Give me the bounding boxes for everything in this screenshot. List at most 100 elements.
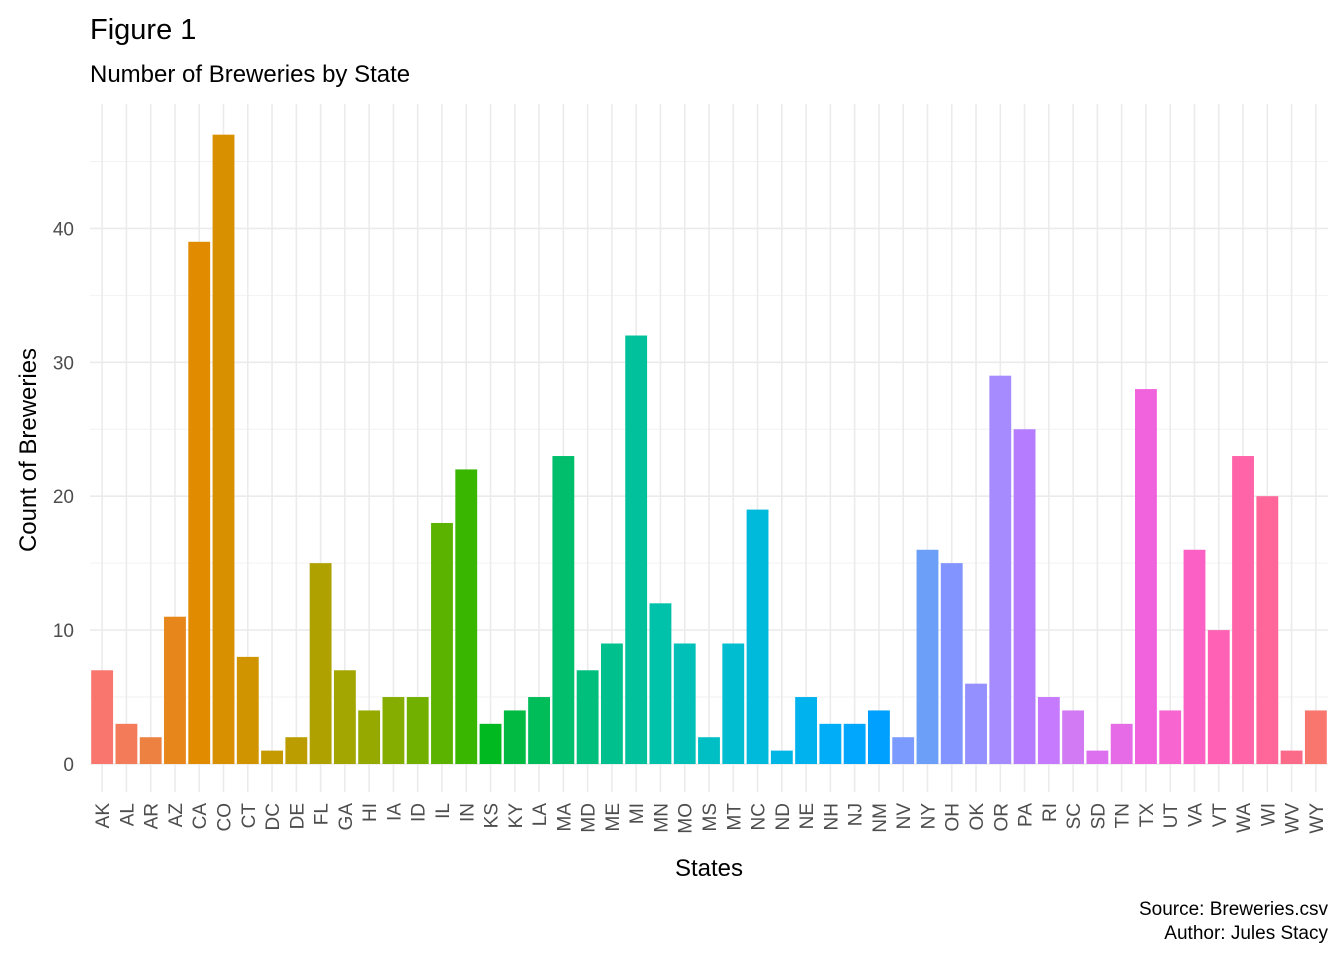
bar-nj xyxy=(843,723,866,764)
x-tick-label: OH xyxy=(943,803,964,832)
y-tick-label: 20 xyxy=(53,487,74,508)
bar-ar xyxy=(139,737,162,764)
x-tick-label: MI xyxy=(627,803,648,824)
x-tick-label: AZ xyxy=(166,803,187,828)
x-tick-label: WI xyxy=(1258,803,1279,826)
x-tick-label: ME xyxy=(603,803,624,832)
x-tick-label: GA xyxy=(336,803,357,831)
bar-mt xyxy=(722,643,745,764)
bar-id xyxy=(406,697,429,764)
bar-nm xyxy=(867,710,890,764)
bar-ma xyxy=(552,456,575,764)
bar-mn xyxy=(649,603,672,764)
bar-wi xyxy=(1256,496,1279,764)
bar-nd xyxy=(770,750,793,764)
caption-source: Source: Breweries.csv xyxy=(1138,899,1328,920)
x-tick-label: UT xyxy=(1161,803,1182,829)
x-tick-label: IL xyxy=(433,803,454,819)
bar-vt xyxy=(1207,630,1230,764)
x-tick-label: NE xyxy=(797,803,818,829)
x-tick-label: TX xyxy=(1137,803,1158,828)
x-tick-label: ID xyxy=(409,803,430,822)
bar-il xyxy=(431,522,453,764)
x-tick-label: KS xyxy=(482,803,503,828)
x-tick-label: PA xyxy=(1016,803,1037,827)
x-axis-title: States xyxy=(675,855,743,882)
bars xyxy=(91,134,1327,765)
y-axis-title: Count of Breweries xyxy=(15,348,42,552)
x-tick-label: IA xyxy=(384,803,405,821)
bar-az xyxy=(164,616,186,764)
y-tick-label: 30 xyxy=(53,353,74,374)
x-tick-label: AR xyxy=(142,803,163,829)
x-tick-label: MT xyxy=(724,803,745,831)
bar-la xyxy=(528,697,551,764)
bar-al xyxy=(115,723,138,764)
bar-ms xyxy=(698,737,720,764)
x-tick-label: OR xyxy=(991,803,1012,832)
x-tick-label: NM xyxy=(870,803,891,833)
x-tick-label: DC xyxy=(263,803,284,830)
x-tick-label: MO xyxy=(676,803,697,834)
bar-wy xyxy=(1304,710,1327,764)
bar-co xyxy=(212,134,235,765)
x-tick-label: NH xyxy=(821,803,842,830)
x-tick-label: SC xyxy=(1064,803,1085,829)
x-tick-label: OK xyxy=(967,803,988,831)
bar-sd xyxy=(1086,750,1109,764)
bar-ky xyxy=(503,710,526,764)
x-tick-label: FL xyxy=(312,803,333,825)
bar-me xyxy=(600,643,623,764)
x-tick-label: CT xyxy=(239,803,260,829)
x-tick-label: CA xyxy=(190,803,211,830)
bar-mi xyxy=(625,335,648,764)
bar-ne xyxy=(795,697,818,764)
bar-pa xyxy=(1013,429,1036,764)
bar-sc xyxy=(1062,710,1085,764)
bar-nv xyxy=(892,737,915,764)
x-tick-label: KY xyxy=(506,803,527,829)
x-tick-label: IN xyxy=(457,803,478,822)
x-tick-label: NC xyxy=(749,803,770,830)
bar-in xyxy=(455,469,478,764)
bar-dc xyxy=(261,750,283,764)
bar-wa xyxy=(1232,456,1254,764)
x-tick-label: AK xyxy=(93,803,114,829)
y-tick-label: 10 xyxy=(53,621,74,642)
bar-mo xyxy=(673,643,696,764)
x-tick-label: DE xyxy=(287,803,308,829)
x-tick-label: AL xyxy=(117,803,138,826)
x-tick-label: SD xyxy=(1088,803,1109,829)
bar-ak xyxy=(91,670,114,764)
bar-or xyxy=(989,375,1012,764)
x-tick-label: MD xyxy=(579,803,600,833)
x-tick-label: ND xyxy=(773,803,794,830)
bar-ct xyxy=(236,656,259,764)
bar-nh xyxy=(819,723,842,764)
x-tick-label: WY xyxy=(1307,803,1328,834)
x-tick-label: VT xyxy=(1210,803,1231,828)
bar-oh xyxy=(940,563,963,764)
x-tick-label: VA xyxy=(1185,803,1206,827)
caption-author: Author: Jules Stacy xyxy=(1164,923,1328,944)
x-tick-label: NY xyxy=(918,803,939,830)
x-tick-label: CO xyxy=(215,803,236,832)
chart-subtitle: Number of Breweries by State xyxy=(90,61,411,88)
x-tick-label: WV xyxy=(1283,803,1304,834)
bar-de xyxy=(285,737,308,764)
x-tick-label: RI xyxy=(1040,803,1061,822)
x-tick-label: MS xyxy=(700,803,721,832)
x-tick-label: NV xyxy=(894,803,915,830)
bar-tx xyxy=(1135,389,1157,764)
x-tick-label: TN xyxy=(1113,803,1134,828)
bar-ut xyxy=(1159,710,1182,764)
bar-ca xyxy=(188,241,211,765)
x-tick-label: NJ xyxy=(846,803,867,826)
y-tick-labels: 0 10 20 30 40 xyxy=(53,219,74,776)
x-tick-label: LA xyxy=(530,803,551,827)
bar-ri xyxy=(1037,697,1060,764)
bar-tn xyxy=(1110,723,1133,764)
y-tick-label: 40 xyxy=(53,219,74,240)
x-tick-label: MN xyxy=(651,803,672,833)
